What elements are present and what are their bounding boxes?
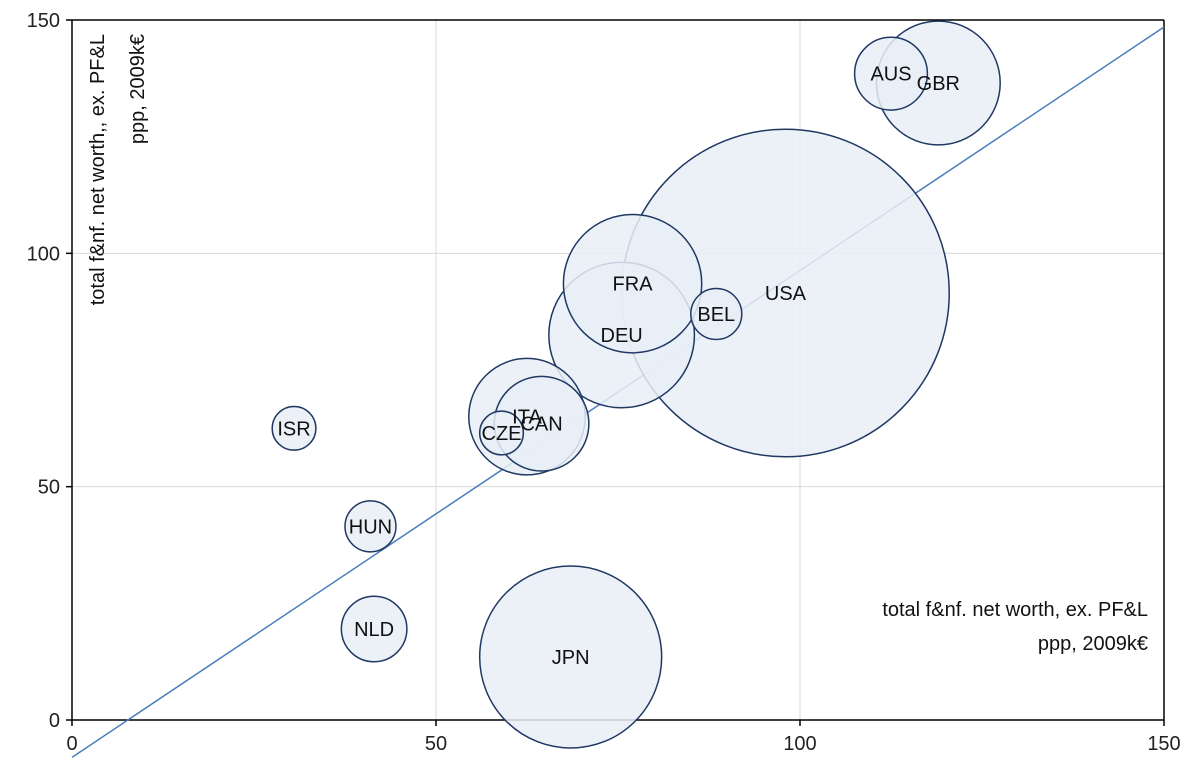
y-tick-label: 0 — [49, 710, 60, 732]
y-tick-label: 50 — [38, 477, 60, 499]
bubble-label-deu: DEU — [601, 325, 643, 347]
bubble-label-fra: FRA — [613, 274, 654, 296]
bubble-label-isr: ISR — [277, 418, 310, 440]
bubble-jpn — [478, 565, 663, 749]
bubble-label-usa: USA — [765, 283, 807, 305]
x-tick-label: 100 — [783, 733, 816, 755]
tick-labels: 0 50 100 150 0 50 100 150 — [27, 10, 1181, 755]
x-axis-title: ppp, 2009k€ — [1038, 633, 1148, 655]
bubble-label-cze: CZE — [482, 423, 522, 445]
bubble-nld — [340, 595, 408, 663]
bubble-label-aus: AUS — [870, 64, 911, 86]
bubble-cze — [478, 410, 525, 456]
bubble-label-nld: NLD — [354, 619, 394, 641]
y-axis-title-line: total f&nf. net worth,, ex. PF&L — [87, 34, 109, 305]
bubble-fra — [562, 213, 703, 354]
bubble-label-can: CAN — [520, 414, 562, 436]
bubbles — [271, 20, 1001, 749]
bubble-bel — [690, 287, 743, 341]
bubble-isr — [271, 405, 317, 451]
bubble-label-gbr: GBR — [917, 73, 960, 95]
x-tick-label: 50 — [425, 733, 447, 755]
x-tick-label: 150 — [1147, 733, 1180, 755]
bubble-label-bel: BEL — [697, 304, 735, 326]
x-tick-label: 0 — [66, 733, 77, 755]
bubble-hun — [344, 500, 397, 553]
axis-titles: total f&nf. net worth, ex. PF&L ppp, 2009… — [87, 34, 1148, 655]
y-axis-title-line: ppp, 2009k€ — [127, 34, 149, 144]
y-axis-title: total f&nf. net worth,, ex. PF&L ppp, 200… — [87, 34, 149, 305]
bubble-label-ita: ITA — [512, 407, 542, 429]
bubble-aus — [853, 36, 929, 111]
bubble-label-jpn: JPN — [552, 647, 590, 669]
y-tick-label: 150 — [27, 10, 60, 32]
y-tick-label: 100 — [27, 243, 60, 265]
x-axis-title: total f&nf. net worth, ex. PF&L — [882, 599, 1148, 621]
bubble-label-hun: HUN — [349, 516, 392, 538]
axes — [66, 19, 1165, 726]
